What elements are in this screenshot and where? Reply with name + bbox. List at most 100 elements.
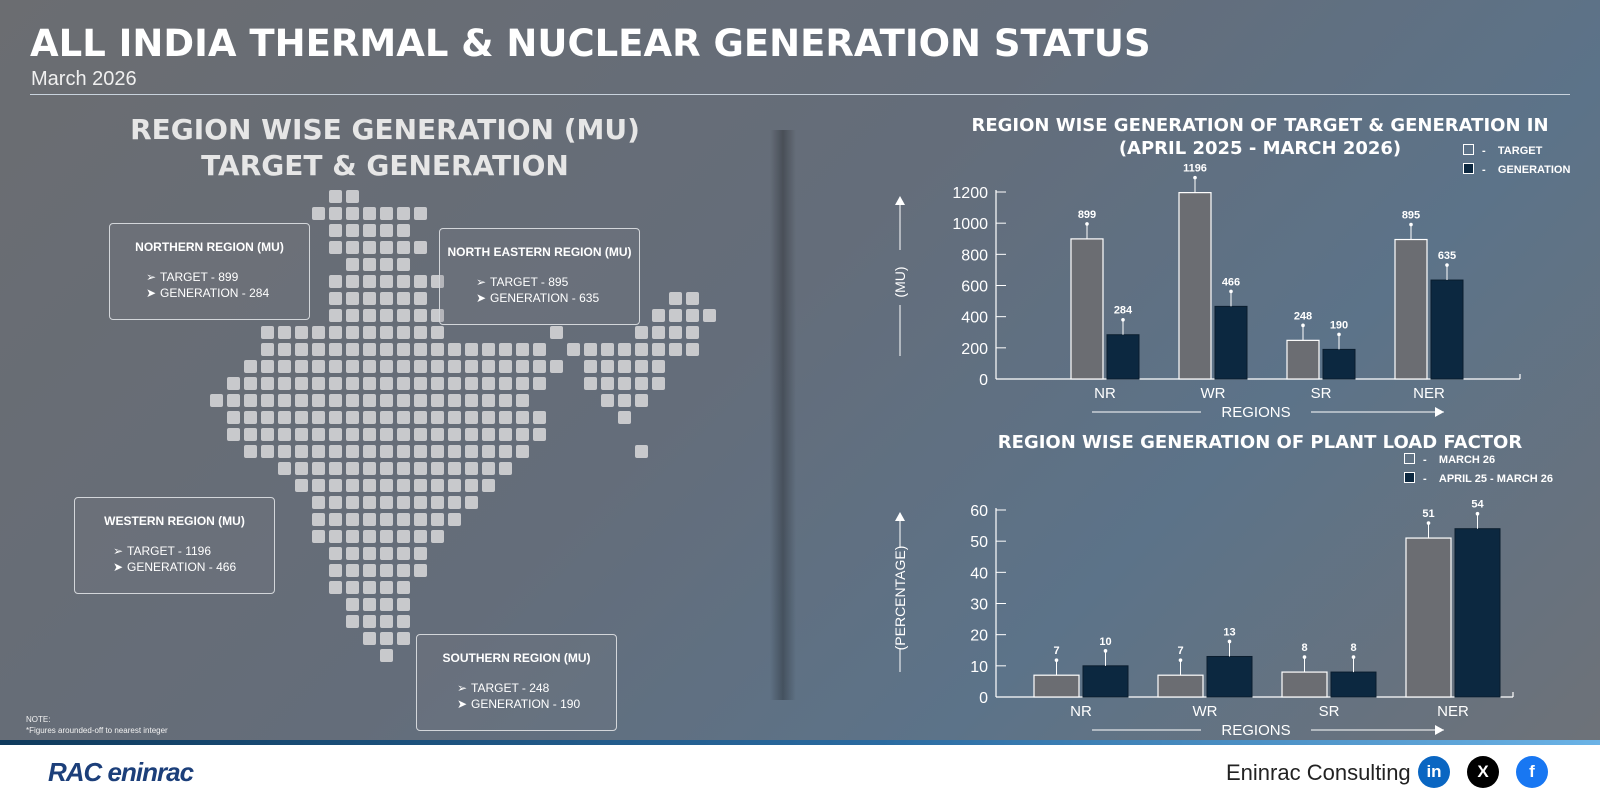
map-tile (533, 377, 546, 390)
map-tile (380, 479, 393, 492)
map-tile (414, 564, 427, 577)
map-tile (329, 275, 342, 288)
map-tile (414, 428, 427, 441)
data-label-dot (1121, 317, 1125, 322)
linkedin-icon[interactable]: in (1418, 756, 1450, 788)
brand-logo[interactable]: RAC eninrac (48, 757, 194, 787)
map-tile (363, 292, 376, 305)
map-tile (227, 394, 240, 407)
map-tile (448, 496, 461, 509)
y-tick-label: 800 (961, 247, 988, 264)
data-label: 895 (1402, 210, 1420, 222)
map-tile (516, 445, 529, 458)
map-tile (346, 445, 359, 458)
map-tile (312, 445, 325, 458)
legend-marker: - (1482, 145, 1486, 157)
legend-swatch-march26 (1404, 453, 1415, 464)
footer-accent-strip (0, 740, 1600, 745)
page-title: ALL INDIA THERMAL & NUCLEAR GENERATION S… (30, 22, 1151, 65)
facebook-icon[interactable]: f (1516, 756, 1548, 788)
map-tile (397, 581, 410, 594)
map-tile (414, 377, 427, 390)
legend-item-apr25-mar26: - APRIL 25 - MARCH 26 (1404, 472, 1553, 491)
map-tile (567, 343, 580, 356)
x-icon[interactable]: X (1467, 756, 1499, 788)
x-tick-label: NR (1094, 385, 1116, 402)
map-tile (346, 428, 359, 441)
data-label-dot (1475, 511, 1480, 516)
map-tile (363, 564, 376, 577)
map-tile (295, 428, 308, 441)
map-tile (346, 547, 359, 560)
arrow-filled-icon: ➤ (457, 697, 468, 711)
map-tile (499, 394, 512, 407)
northern-region-card: NORTHERN REGION (MU) ➢ TARGET - 899 ➤ GENE… (109, 223, 310, 320)
map-tile (346, 309, 359, 322)
map-tile (686, 343, 699, 356)
map-tile (414, 547, 427, 560)
map-tile (363, 241, 376, 254)
map-tile (244, 445, 257, 458)
map-tile (397, 241, 410, 254)
map-tile (244, 411, 257, 424)
map-tile (346, 394, 359, 407)
y-tick-label: 0 (979, 372, 988, 389)
data-label: 7 (1053, 645, 1059, 657)
map-tile (295, 445, 308, 458)
map-tile (278, 394, 291, 407)
map-tile (346, 479, 359, 492)
map-tile (329, 360, 342, 373)
map-tile (329, 377, 342, 390)
y-axis-arrowhead (895, 196, 905, 205)
map-tile (363, 224, 376, 237)
map-tile (397, 258, 410, 271)
map-tile (601, 394, 614, 407)
map-tile (465, 445, 478, 458)
data-label-dot (1227, 639, 1232, 644)
map-tile (465, 360, 478, 373)
map-tile (465, 343, 478, 356)
data-label: 899 (1078, 209, 1096, 221)
map-tile (482, 394, 495, 407)
data-label-dot (1178, 658, 1183, 662)
map-tile (380, 326, 393, 339)
map-tile (346, 462, 359, 475)
map-tile (363, 445, 376, 458)
map-tile (295, 326, 308, 339)
map-tile (210, 394, 223, 407)
map-tile (414, 343, 427, 356)
map-tile (635, 326, 648, 339)
map-tile (363, 513, 376, 526)
map-tile (618, 360, 631, 373)
map-tile (465, 462, 478, 475)
map-tile (346, 207, 359, 220)
map-tile (295, 479, 308, 492)
map-tile (380, 224, 393, 237)
chart2-legend: - MARCH 26 - APRIL 25 - MARCH 26 (1404, 453, 1553, 491)
map-tile (346, 326, 359, 339)
map-tile (380, 258, 393, 271)
data-label: 1196 (1183, 163, 1207, 175)
map-tile (414, 394, 427, 407)
map-tile (329, 394, 342, 407)
map-tile (397, 632, 410, 645)
map-tile (380, 360, 393, 373)
map-tile (397, 377, 410, 390)
map-tile (431, 360, 444, 373)
region-title: SOUTHERN REGION (MU) (442, 651, 591, 665)
map-tile (312, 462, 325, 475)
map-title-line1: REGION WISE GENERATION (MU) (130, 113, 640, 146)
map-tile (380, 445, 393, 458)
map-tile (380, 377, 393, 390)
map-tile (261, 343, 274, 356)
map-tile (431, 326, 444, 339)
map-tile (363, 479, 376, 492)
map-tile (601, 360, 614, 373)
arrow-outline-icon: ➢ (476, 275, 487, 289)
map-tile (635, 394, 648, 407)
map-tile (652, 343, 665, 356)
region-target: TARGET - 1196 (127, 544, 212, 558)
map-tile (533, 411, 546, 424)
